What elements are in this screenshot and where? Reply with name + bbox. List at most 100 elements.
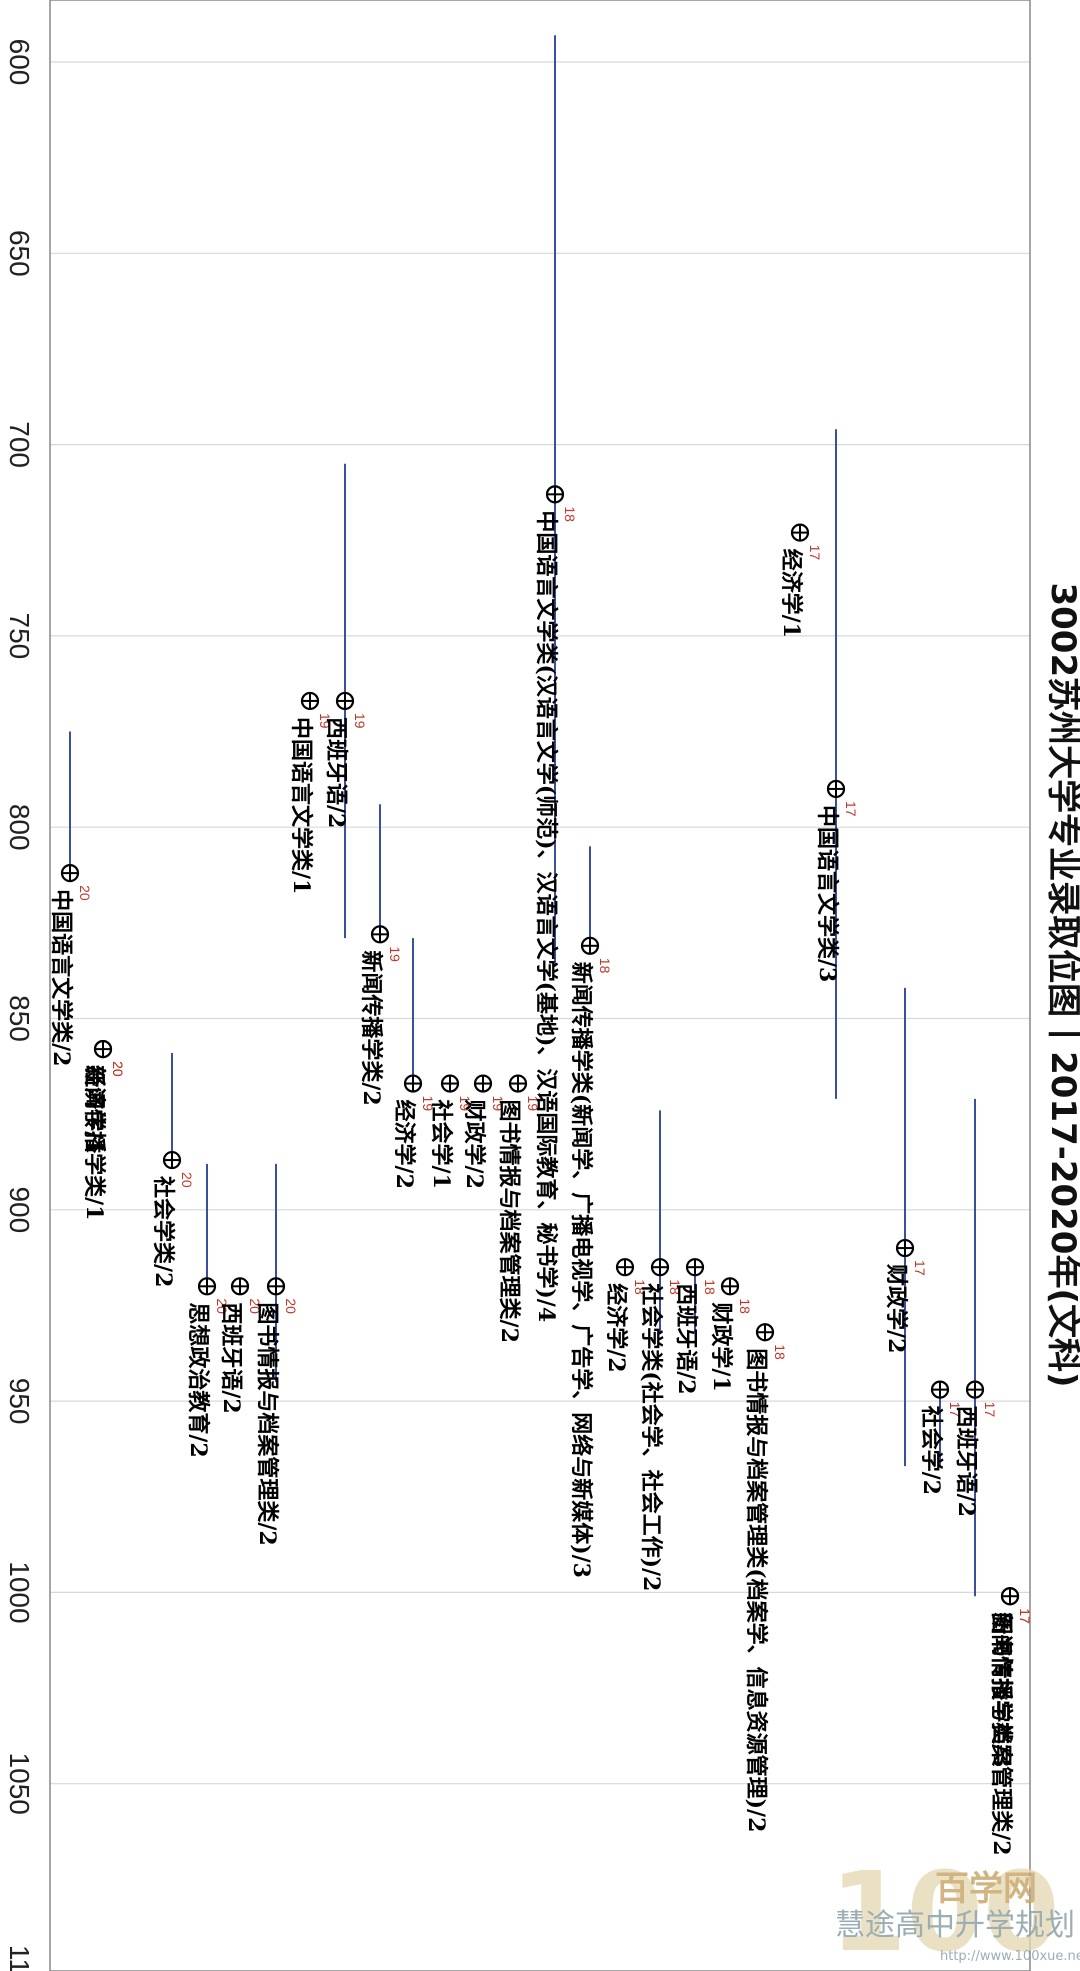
point-label-group: 西班牙语/2 xyxy=(953,1406,979,1517)
point-label-group: 新闻传播学类/2 xyxy=(358,950,384,1105)
point-label-group: 经济学/1 xyxy=(81,1065,107,1154)
axis-ticks: 600 650 700 750 800 850 900 950 1000 1050 1100 xyxy=(4,39,35,1971)
year-label-group: 18 xyxy=(562,506,578,522)
year-label: 20 xyxy=(214,1298,230,1314)
tick-label-group: 800 xyxy=(4,804,35,851)
year-label-group: 19 xyxy=(317,713,333,729)
year-label: 20 xyxy=(283,1298,299,1314)
point-label: 经济学/1 xyxy=(81,1065,107,1154)
point-label: 西班牙语/2 xyxy=(953,1406,979,1517)
year-label-group: 20 xyxy=(77,885,93,901)
year-label: 18 xyxy=(632,1279,648,1295)
point-label: 图书情报与档案管理类/2 xyxy=(496,1100,522,1343)
point-label: 新闻传播学类/2 xyxy=(358,950,384,1105)
tick-label-group: 1000 xyxy=(4,1561,35,1623)
point-label: 财政学/2 xyxy=(883,1264,909,1353)
watermark-url: http://www.100xue.net xyxy=(940,1949,1080,1964)
point-label-group: 图书情报与档案管理类/2 xyxy=(496,1100,522,1343)
year-label: 17 xyxy=(947,1402,963,1418)
point-label: 财政学/1 xyxy=(708,1302,734,1391)
point-label-group: 中国语言文学类(汉语言文学(师范)、汉语言文学(基地)、汉语国际教育、秘书学)/… xyxy=(533,510,559,1322)
chart-title: 3002苏州大学专业录取位图丨2017-2020年(文科) xyxy=(1043,582,1080,1387)
year-label: 18 xyxy=(562,506,578,522)
year-label-group: 17 xyxy=(982,1402,998,1418)
year-label: 17 xyxy=(912,1260,928,1276)
year-label: 19 xyxy=(317,713,333,729)
point-label-group: 西班牙语/2 xyxy=(218,1302,244,1413)
point-label: 社会学类(社会学、社会工作)/2 xyxy=(638,1283,664,1591)
point-label-group: 中国语言文学类/3 xyxy=(814,805,840,982)
year-label-group: 17 xyxy=(843,801,859,817)
year-label: 17 xyxy=(1017,1608,1033,1624)
year-label: 20 xyxy=(77,885,93,901)
point-label-group: 西班牙语/2 xyxy=(323,717,349,828)
point-label-group: 财政学/1 xyxy=(708,1302,734,1391)
tick-label-group: 1050 xyxy=(4,1753,35,1815)
point-label-group: 社会学/2 xyxy=(918,1406,944,1495)
plot-frame xyxy=(49,0,1031,1971)
year-label-group: 19 xyxy=(457,1096,473,1112)
point-label-group: 新闻传播学类/1 xyxy=(81,1065,107,1220)
tick-label: 1100 xyxy=(4,1945,35,1971)
point-label: 财政学/2 xyxy=(461,1100,487,1189)
year-label-group: 18 xyxy=(667,1279,683,1295)
point-label-group: 经济学/2 xyxy=(391,1100,417,1189)
point-label: 西班牙语/2 xyxy=(218,1302,244,1413)
point-label: 西班牙语/2 xyxy=(323,717,349,828)
year-label: 19 xyxy=(457,1096,473,1112)
year-label-group: 20 xyxy=(110,1061,126,1077)
point-label-group: 新闻传播学类(新闻学、广播电视学、广告学、网络与新媒体)/3 xyxy=(568,962,594,1578)
year-label: 18 xyxy=(597,958,613,974)
year-label-group: 18 xyxy=(772,1344,788,1360)
year-label-group: 19 xyxy=(352,713,368,729)
tick-label-group: 600 xyxy=(4,39,35,86)
point-label: 经济学/1 xyxy=(778,549,804,638)
year-label: 17 xyxy=(807,545,823,561)
point-label: 图书情报与档案管理类/2 xyxy=(254,1302,280,1545)
point-label-group: 中国语言文学类/2 xyxy=(48,889,74,1066)
tick-label: 750 xyxy=(4,613,35,660)
point-label: 中国语言文学类(汉语言文学(师范)、汉语言文学(基地)、汉语国际教育、秘书学)/… xyxy=(533,510,559,1322)
watermark-caption: 慧途高中升学规划 xyxy=(835,1908,1075,1943)
point-label: 中国语言文学类/3 xyxy=(814,805,840,982)
watermark-logo: 100 xyxy=(830,1848,1060,1971)
point-label-group: 图书情报与档案管理类(档案学、信息资源管理)/2 xyxy=(743,1348,769,1832)
point-label: 思想政治教育/2 xyxy=(185,1302,211,1457)
point-label-group: 中国语言文学类/1 xyxy=(288,717,314,894)
year-label: 20 xyxy=(110,1061,126,1077)
year-label: 18 xyxy=(772,1344,788,1360)
year-label: 19 xyxy=(387,946,403,962)
year-label: 19 xyxy=(490,1096,506,1112)
year-label: 19 xyxy=(352,713,368,729)
tick-label: 600 xyxy=(4,39,35,86)
year-label-group: 17 xyxy=(1017,1608,1033,1624)
point-label-group: 经济学/2 xyxy=(603,1283,629,1372)
tick-label-group: 1100 xyxy=(4,1945,35,1971)
tick-label: 950 xyxy=(4,1378,35,1425)
tick-label: 700 xyxy=(4,421,35,468)
year-label-group: 20 xyxy=(179,1172,195,1188)
year-label-group: 19 xyxy=(525,1096,541,1112)
year-label: 17 xyxy=(1017,1608,1033,1624)
point-label: 中国语言文学类/2 xyxy=(48,889,74,1066)
year-label: 18 xyxy=(737,1298,753,1314)
year-label: 19 xyxy=(525,1096,541,1112)
point-label: 图书情报与档案管理类/2 xyxy=(988,1612,1014,1855)
grid-lines xyxy=(50,61,1030,1785)
year-label: 17 xyxy=(982,1402,998,1418)
point-label-group: 社会学类(社会学、社会工作)/2 xyxy=(638,1283,664,1591)
point-label-group: 西班牙语/2 xyxy=(673,1283,699,1394)
year-label: 20 xyxy=(179,1172,195,1188)
point-label: 社会学/1 xyxy=(428,1100,454,1189)
tick-label-group: 750 xyxy=(4,613,35,660)
